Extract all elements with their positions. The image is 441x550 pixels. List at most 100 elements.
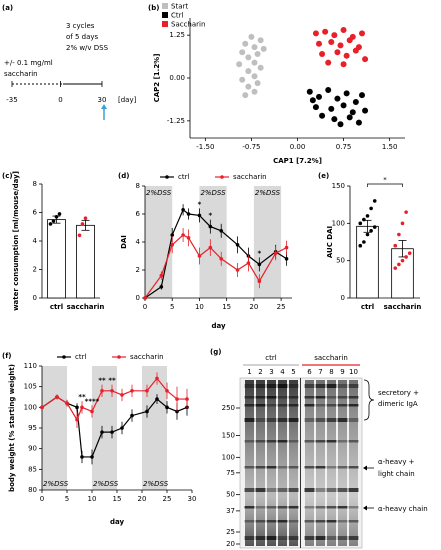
blot-band <box>326 384 337 388</box>
blot-band <box>288 440 299 443</box>
point <box>251 44 258 51</box>
point <box>362 107 369 114</box>
significance-bracket <box>367 183 403 187</box>
data-point <box>54 214 59 219</box>
x-tick-label: 25 <box>277 303 286 311</box>
blot-band <box>348 536 359 540</box>
data-point <box>365 232 370 237</box>
blot-band <box>266 404 277 407</box>
band-label: 2%DSS <box>255 189 281 197</box>
blot-band <box>315 404 326 407</box>
blot-band <box>288 396 299 399</box>
point <box>322 28 329 35</box>
point <box>337 121 344 128</box>
lane-number: 2 <box>258 368 262 376</box>
marker-label: 37 <box>226 507 235 515</box>
blot-band <box>266 520 277 523</box>
y-tick-label: 110 <box>24 362 37 370</box>
x-tick-label: 0 <box>40 495 44 503</box>
data-point <box>397 262 401 267</box>
x-tick-label: 5 <box>170 303 174 311</box>
x-tick-label: 0.00 <box>290 143 306 151</box>
blot-band <box>326 396 337 399</box>
brace <box>363 379 375 421</box>
blot-band <box>277 404 288 407</box>
blot-band <box>266 536 277 540</box>
dss-band <box>92 366 117 490</box>
y-tick-label: -1.25 <box>167 117 185 125</box>
point <box>251 73 258 80</box>
blot-band <box>348 396 359 399</box>
y-axis-label: water consumption [ml/mouse/day] <box>12 171 20 311</box>
legend-label: Ctrl <box>171 12 184 20</box>
x-axis-label: day <box>211 322 226 330</box>
marker <box>219 257 224 261</box>
blot-band <box>304 384 315 388</box>
day-label: 30 <box>98 96 107 104</box>
point <box>340 61 347 68</box>
blot-band <box>315 466 326 469</box>
point <box>306 88 313 95</box>
blot-lane <box>316 380 325 546</box>
marker <box>155 376 159 381</box>
marker <box>197 254 202 258</box>
legend-swatch <box>162 12 168 18</box>
blot-band <box>255 396 266 399</box>
blot-band <box>337 404 348 407</box>
blot-annotation: secretory + <box>378 389 419 397</box>
panel-label: (c) <box>2 172 13 180</box>
y-tick-label: 0 <box>341 294 345 302</box>
data-point <box>48 222 53 226</box>
dss-band <box>142 366 167 490</box>
marker <box>80 405 84 410</box>
blot-band <box>266 466 277 469</box>
marker <box>110 389 114 393</box>
blot-band <box>337 384 348 388</box>
x-tick-label: 0.75 <box>336 143 352 151</box>
legend-marker <box>117 355 121 359</box>
significance: * <box>383 176 387 184</box>
x-tick-label: 20 <box>249 303 258 311</box>
legend-label: ctrl <box>75 353 86 361</box>
point <box>346 114 353 121</box>
lane-number: 9 <box>340 368 344 376</box>
blot-band <box>277 418 288 422</box>
marker <box>100 389 104 393</box>
blot-band <box>277 506 288 509</box>
marker <box>143 296 147 300</box>
blot-band <box>348 384 359 388</box>
blot-band <box>337 506 348 509</box>
significance: ** <box>98 377 106 385</box>
blot-band <box>315 418 326 422</box>
blot-band <box>288 418 299 422</box>
blot-band <box>277 488 288 492</box>
blot-band <box>337 488 348 492</box>
marker <box>55 395 59 399</box>
blot-band <box>304 488 315 492</box>
blot-band <box>255 466 266 469</box>
marker <box>145 389 149 393</box>
blot-band <box>326 418 337 422</box>
data-point <box>77 233 82 238</box>
y-tick-label: 100 <box>24 403 37 411</box>
data-point <box>51 219 56 223</box>
significance: * <box>208 212 212 220</box>
group-label: ctrl <box>265 354 276 362</box>
blot-annotation: dimeric IgA <box>378 400 418 408</box>
marker <box>235 268 240 272</box>
blot-annotation: α-heavy + <box>378 458 415 466</box>
marker <box>90 409 94 414</box>
marker <box>208 224 213 229</box>
blot-band <box>315 536 326 540</box>
point <box>319 51 326 57</box>
marker <box>80 455 84 459</box>
point <box>242 92 249 99</box>
point <box>346 37 353 44</box>
blot-band <box>288 466 299 469</box>
blot-band <box>244 384 255 388</box>
point <box>260 45 267 52</box>
blot-band <box>277 520 288 523</box>
blot-band <box>315 520 326 523</box>
marker <box>110 430 114 434</box>
marker <box>65 401 69 406</box>
